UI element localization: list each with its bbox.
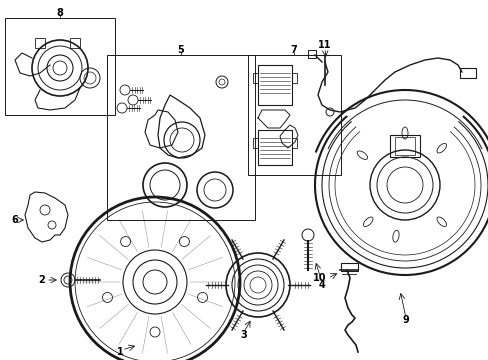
Text: 9: 9 — [402, 315, 408, 325]
Text: 10: 10 — [313, 273, 326, 283]
Bar — [389, 135, 419, 157]
Bar — [459, 68, 475, 78]
Text: 1: 1 — [116, 347, 123, 357]
Bar — [5, 18, 115, 115]
Bar — [35, 38, 45, 48]
Bar — [307, 50, 315, 58]
Bar — [291, 73, 296, 83]
Bar — [258, 130, 291, 165]
Text: 8: 8 — [57, 8, 63, 18]
Bar — [107, 55, 254, 220]
Bar — [70, 38, 80, 48]
Bar — [258, 65, 291, 105]
Text: 3: 3 — [240, 330, 247, 340]
Text: 6: 6 — [12, 215, 19, 225]
Bar — [247, 55, 340, 175]
Text: 2: 2 — [39, 275, 45, 285]
Bar — [252, 73, 258, 83]
Text: 5: 5 — [177, 45, 184, 55]
Text: 4: 4 — [318, 280, 325, 290]
Bar — [394, 137, 414, 155]
Bar — [340, 263, 357, 271]
Text: 7: 7 — [290, 45, 297, 55]
Bar — [291, 138, 296, 148]
Bar — [252, 138, 258, 148]
Text: 11: 11 — [318, 40, 331, 50]
